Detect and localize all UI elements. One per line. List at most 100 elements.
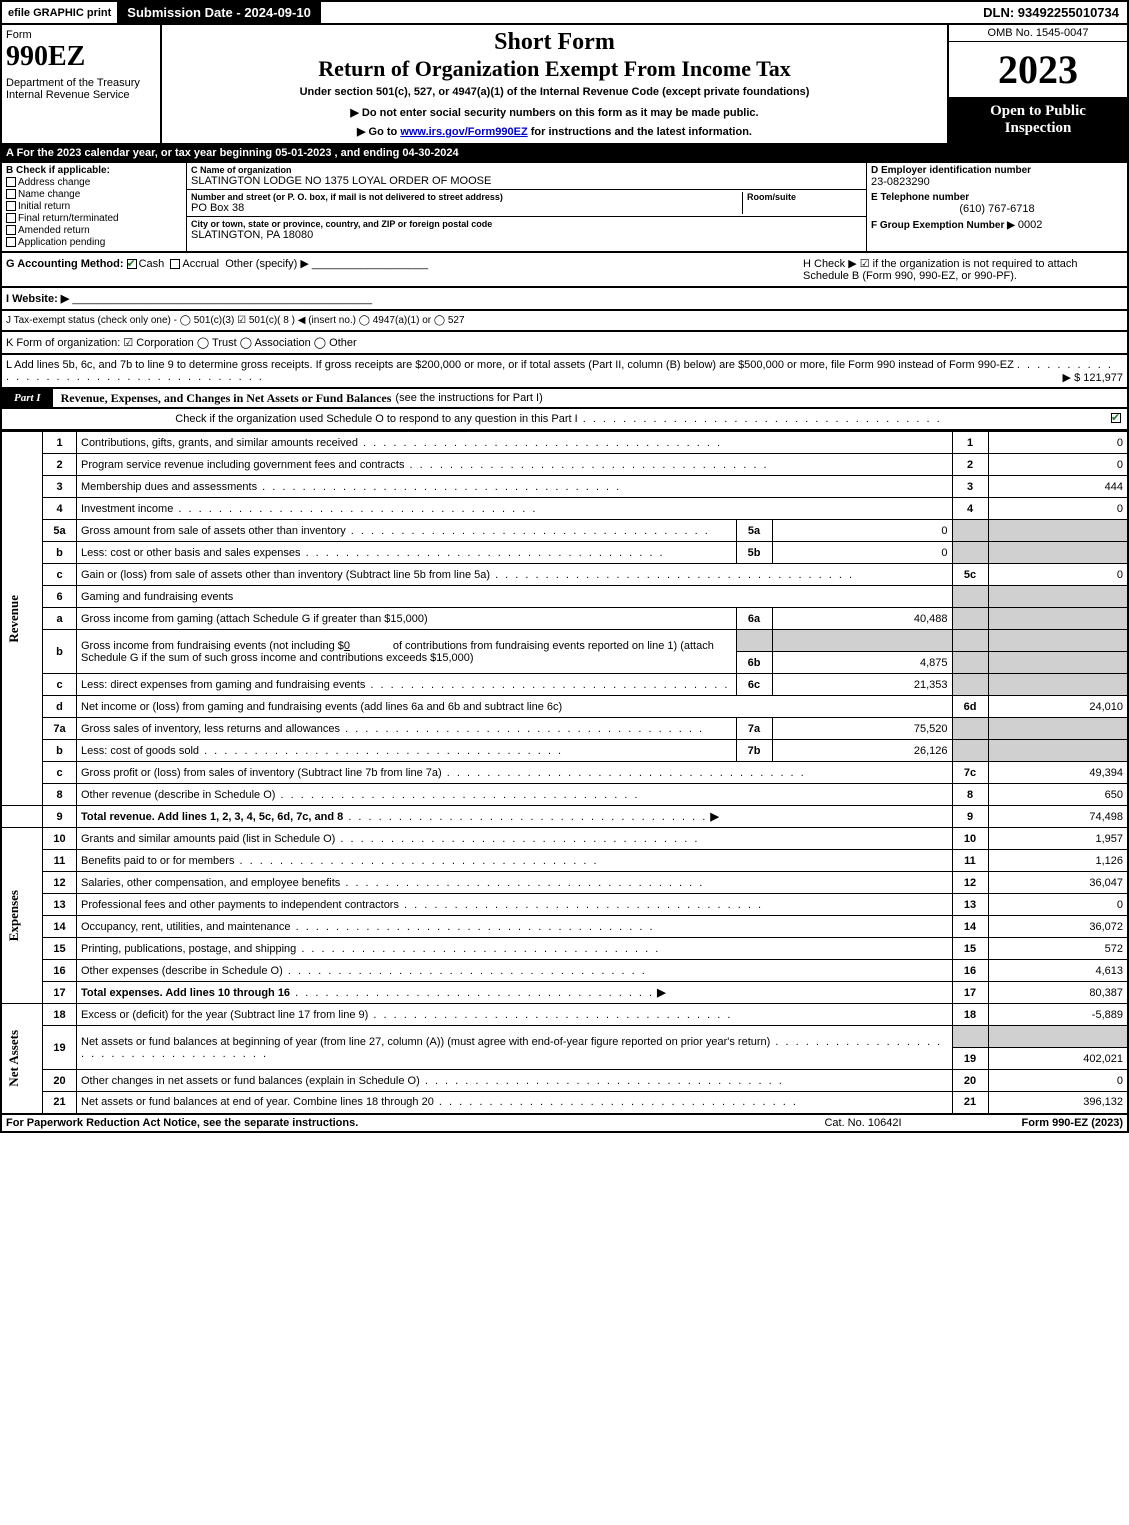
footer-cat: Cat. No. 10642I (824, 1117, 901, 1129)
open-inspection: Open to Public Inspection (949, 97, 1127, 143)
line-20-value: 0 (988, 1070, 1128, 1092)
c-name-label: C Name of organization (191, 165, 862, 175)
line-19-value: 402,021 (988, 1048, 1128, 1070)
goto-link[interactable]: www.irs.gov/Form990EZ (400, 126, 527, 138)
dept: Department of the Treasury Internal Reve… (6, 77, 156, 101)
netassets-side: Net Assets (1, 1004, 43, 1114)
line-6a-value: 40,488 (772, 608, 952, 630)
line-6c-value: 21,353 (772, 674, 952, 696)
b-col: B Check if applicable: Address change Na… (2, 163, 187, 251)
section-a: A For the 2023 calendar year, or tax yea… (0, 145, 1129, 163)
b-opt-pending: Application pending (6, 237, 182, 248)
line-15-value: 572 (988, 938, 1128, 960)
line-12-value: 36,047 (988, 872, 1128, 894)
f-grp-label: F Group Exemption Number ▶ (871, 220, 1015, 231)
line-2-value: 0 (988, 454, 1128, 476)
c-col: C Name of organization SLATINGTON LODGE … (187, 163, 867, 251)
part1-header: Part I Revenue, Expenses, and Changes in… (0, 389, 1129, 409)
header-center: Short Form Return of Organization Exempt… (162, 25, 947, 143)
b-opt-name: Name change (6, 189, 182, 200)
c-street-label: Number and street (or P. O. box, if mail… (191, 192, 742, 202)
d-col: D Employer identification number 23-0823… (867, 163, 1127, 251)
b-opt-amended: Amended return (6, 225, 182, 236)
title-return: Return of Organization Exempt From Incom… (170, 56, 939, 82)
checkbox-icon[interactable] (6, 189, 16, 199)
line-4-value: 0 (988, 498, 1128, 520)
notice-ssn: ▶ Do not enter social security numbers o… (170, 106, 939, 119)
line-14-value: 36,072 (988, 916, 1128, 938)
b-opt-address: Address change (6, 177, 182, 188)
topbar: efile GRAPHIC print Submission Date - 20… (0, 0, 1129, 25)
c-city-label: City or town, state or province, country… (191, 219, 862, 229)
b-opt-initial: Initial return (6, 201, 182, 212)
line-5c-value: 0 (988, 564, 1128, 586)
l-value: ▶ $ 121,977 (1063, 371, 1123, 384)
group-number: 0002 (1018, 219, 1042, 231)
l-text: L Add lines 5b, 6c, and 7b to line 9 to … (6, 359, 1014, 371)
dln: DLN: 93492255010734 (975, 3, 1127, 22)
checkbox-icon[interactable] (6, 177, 16, 187)
lines-table: Revenue 1 Contributions, gifts, grants, … (0, 431, 1129, 1115)
line-1-value: 0 (988, 432, 1128, 454)
line-6d-value: 24,010 (988, 696, 1128, 718)
c-room-label: Room/suite (747, 192, 862, 202)
i-row: I Website: ▶ ___________________________… (0, 288, 1129, 311)
footer-form: Form 990-EZ (2023) (1022, 1117, 1123, 1129)
line-7b-value: 26,126 (772, 740, 952, 762)
g-row: G Accounting Method: Cash Accrual Other … (0, 253, 1129, 288)
form-word: Form (6, 29, 156, 41)
omb: OMB No. 1545-0047 (949, 25, 1127, 42)
line-10-value: 1,957 (988, 828, 1128, 850)
header-left: Form 990EZ Department of the Treasury In… (2, 25, 162, 143)
e-tel-label: E Telephone number (871, 192, 1123, 203)
g-label: G Accounting Method: (6, 258, 124, 270)
checkbox-icon[interactable] (6, 225, 16, 235)
title-short: Short Form (170, 29, 939, 56)
h-box: H Check ▶ ☑ if the organization is not r… (803, 257, 1123, 282)
checkbox-icon[interactable] (6, 201, 16, 211)
ein: 23-0823290 (871, 176, 1123, 188)
telephone: (610) 767-6718 (871, 203, 1123, 215)
form-header: Form 990EZ Department of the Treasury In… (0, 25, 1129, 145)
line-6b-value: 4,875 (772, 652, 952, 674)
line-17-value: 80,387 (988, 982, 1128, 1004)
revenue-side: Revenue (1, 432, 43, 806)
line-13-value: 0 (988, 894, 1128, 916)
org-city: SLATINGTON, PA 18080 (191, 229, 862, 241)
footer-left: For Paperwork Reduction Act Notice, see … (6, 1117, 358, 1129)
line-21-value: 396,132 (988, 1092, 1128, 1114)
k-row: K Form of organization: ☑ Corporation ◯ … (0, 332, 1129, 355)
goto-post: for instructions and the latest informat… (528, 126, 752, 138)
part1-title: Revenue, Expenses, and Changes in Net As… (53, 391, 392, 406)
line-5b-value: 0 (772, 542, 952, 564)
line-18-value: -5,889 (988, 1004, 1128, 1026)
line-8-value: 650 (988, 784, 1128, 806)
subtitle-under: Under section 501(c), 527, or 4947(a)(1)… (170, 86, 939, 98)
b-header: B Check if applicable: (6, 165, 182, 176)
submission-date: Submission Date - 2024-09-10 (117, 2, 321, 23)
checkbox-icon[interactable] (170, 259, 180, 269)
d-ein-label: D Employer identification number (871, 165, 1123, 176)
org-street: PO Box 38 (191, 202, 742, 214)
line-7c-value: 49,394 (988, 762, 1128, 784)
part1-rest: (see the instructions for Part I) (391, 392, 542, 404)
goto-pre: ▶ Go to (357, 126, 400, 138)
part1-check: Check if the organization used Schedule … (0, 409, 1129, 431)
checkbox-icon[interactable] (127, 259, 137, 269)
checkbox-icon[interactable] (1111, 413, 1121, 423)
part1-tag: Part I (2, 389, 53, 407)
bcd-row: B Check if applicable: Address change Na… (0, 163, 1129, 253)
footer: For Paperwork Reduction Act Notice, see … (0, 1115, 1129, 1133)
form-code: 990EZ (6, 41, 156, 73)
j-row: J Tax-exempt status (check only one) - ◯… (0, 311, 1129, 332)
goto-line: ▶ Go to www.irs.gov/Form990EZ for instru… (170, 125, 939, 138)
i-label: I Website: ▶ (6, 293, 69, 305)
line-16-value: 4,613 (988, 960, 1128, 982)
org-name: SLATINGTON LODGE NO 1375 LOYAL ORDER OF … (191, 175, 862, 187)
l-row: L Add lines 5b, 6c, and 7b to line 9 to … (0, 355, 1129, 389)
checkbox-icon[interactable] (6, 213, 16, 223)
checkbox-icon[interactable] (6, 237, 16, 247)
header-right: OMB No. 1545-0047 2023 Open to Public In… (947, 25, 1127, 143)
line-9-value: 74,498 (988, 806, 1128, 828)
tax-year: 2023 (949, 42, 1127, 97)
